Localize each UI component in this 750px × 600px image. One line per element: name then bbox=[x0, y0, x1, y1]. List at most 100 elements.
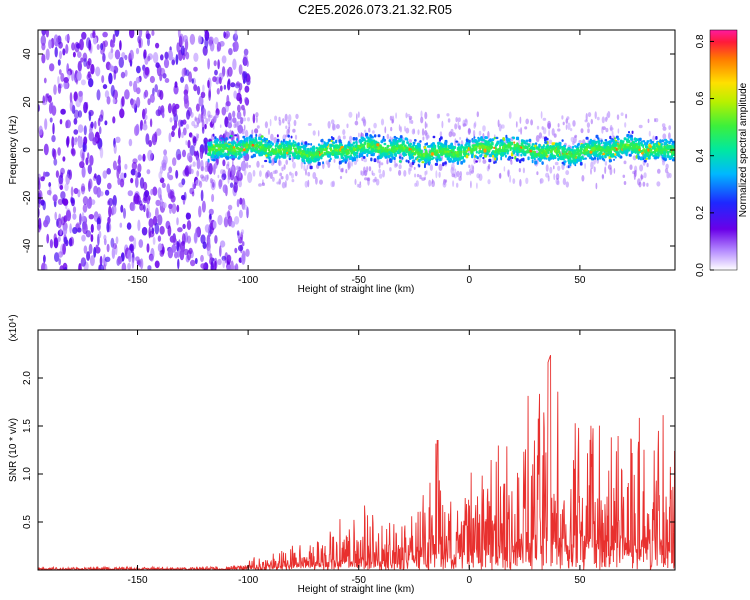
signal-cell bbox=[431, 152, 434, 156]
signal-cell bbox=[456, 153, 460, 158]
halo-cell bbox=[371, 170, 374, 176]
noise-cell bbox=[163, 58, 170, 69]
signal-cell bbox=[562, 149, 565, 153]
signal-cell bbox=[585, 148, 588, 152]
noise-cell bbox=[240, 117, 244, 125]
signal-cell bbox=[368, 140, 372, 143]
noise-cell bbox=[159, 67, 166, 77]
signal-cell bbox=[355, 154, 359, 159]
signal-cell bbox=[668, 145, 671, 149]
spectrogram-y-tick-label: 20 bbox=[22, 96, 33, 108]
colorbar-tick-label: 0.2 bbox=[695, 205, 706, 219]
halo-cell bbox=[594, 111, 597, 119]
noise-cell bbox=[44, 263, 48, 270]
signal-cell bbox=[658, 146, 662, 150]
halo-cell bbox=[424, 121, 427, 129]
noise-cell bbox=[171, 130, 175, 138]
signal-cell bbox=[330, 139, 333, 143]
halo-cell bbox=[386, 133, 390, 140]
signal-cell bbox=[344, 159, 348, 162]
signal-cell bbox=[355, 152, 358, 155]
signal-cell bbox=[229, 148, 232, 153]
signal-cell bbox=[502, 137, 505, 142]
noise-cell bbox=[179, 249, 185, 261]
noise-cell bbox=[247, 171, 253, 184]
halo-cell bbox=[503, 166, 506, 172]
noise-cell bbox=[104, 90, 110, 99]
signal-cell bbox=[430, 148, 434, 151]
signal-cell bbox=[504, 144, 508, 148]
signal-cell bbox=[256, 143, 259, 148]
halo-cell bbox=[441, 120, 444, 129]
halo-cell bbox=[380, 162, 384, 166]
halo-cell bbox=[646, 162, 649, 168]
noise-cell bbox=[65, 44, 69, 54]
signal-cell bbox=[265, 138, 269, 141]
signal-cell bbox=[259, 151, 263, 155]
halo-cell bbox=[545, 172, 550, 178]
noise-cell bbox=[123, 208, 126, 219]
signal-cell bbox=[310, 143, 313, 146]
noise-cell bbox=[111, 247, 116, 259]
signal-cell bbox=[494, 150, 497, 154]
signal-cell bbox=[538, 151, 542, 155]
noise-cell bbox=[152, 186, 158, 196]
noise-cell bbox=[174, 103, 180, 110]
noise-cell bbox=[228, 48, 233, 56]
halo-cell bbox=[455, 117, 459, 123]
signal-cell bbox=[370, 142, 374, 146]
noise-cell bbox=[161, 162, 167, 171]
noise-cell bbox=[48, 39, 53, 49]
signal-cell bbox=[613, 148, 616, 151]
signal-cell bbox=[494, 160, 497, 164]
signal-cell bbox=[347, 142, 351, 147]
halo-cell bbox=[375, 178, 380, 186]
signal-cell bbox=[537, 157, 540, 161]
halo-cell bbox=[574, 134, 578, 138]
signal-cell bbox=[580, 152, 583, 155]
noise-cell bbox=[167, 103, 172, 114]
signal-cell bbox=[493, 146, 496, 149]
noise-cell bbox=[149, 93, 155, 103]
halo-cell bbox=[450, 128, 454, 134]
noise-cell bbox=[49, 117, 53, 123]
signal-cell bbox=[606, 142, 610, 146]
noise-cell bbox=[121, 262, 127, 270]
noise-cell bbox=[167, 50, 173, 61]
signal-cell bbox=[474, 155, 478, 158]
signal-cell bbox=[497, 150, 500, 154]
noise-cell bbox=[78, 263, 82, 270]
noise-cell bbox=[147, 149, 153, 162]
halo-cell bbox=[219, 124, 222, 128]
signal-cell bbox=[234, 134, 238, 137]
noise-cell bbox=[59, 265, 64, 270]
noise-cell bbox=[195, 103, 200, 112]
halo-cell bbox=[668, 172, 672, 179]
signal-cell bbox=[559, 156, 563, 161]
noise-cell bbox=[186, 152, 192, 162]
signal-cell bbox=[446, 152, 449, 156]
noise-cell bbox=[143, 204, 146, 213]
noise-cell bbox=[65, 173, 70, 185]
signal-cell bbox=[666, 145, 669, 150]
signal-cell bbox=[393, 141, 397, 145]
spectrogram-x-tick-label: 0 bbox=[467, 275, 473, 286]
noise-cell bbox=[38, 217, 42, 230]
signal-cell bbox=[355, 141, 358, 146]
noise-cell bbox=[135, 256, 140, 262]
halo-cell bbox=[232, 160, 234, 166]
signal-cell bbox=[212, 133, 215, 137]
signal-cell bbox=[269, 152, 273, 157]
halo-cell bbox=[478, 157, 482, 163]
halo-cell bbox=[584, 119, 588, 123]
noise-cell bbox=[103, 254, 106, 266]
noise-cell bbox=[72, 213, 77, 220]
noise-cell bbox=[94, 173, 97, 179]
noise-cell bbox=[43, 254, 46, 263]
noise-cell bbox=[102, 31, 108, 38]
signal-cell bbox=[349, 156, 353, 161]
noise-cell bbox=[166, 183, 171, 194]
signal-cell bbox=[508, 138, 511, 143]
halo-cell bbox=[272, 176, 275, 182]
noise-cell bbox=[120, 71, 126, 79]
